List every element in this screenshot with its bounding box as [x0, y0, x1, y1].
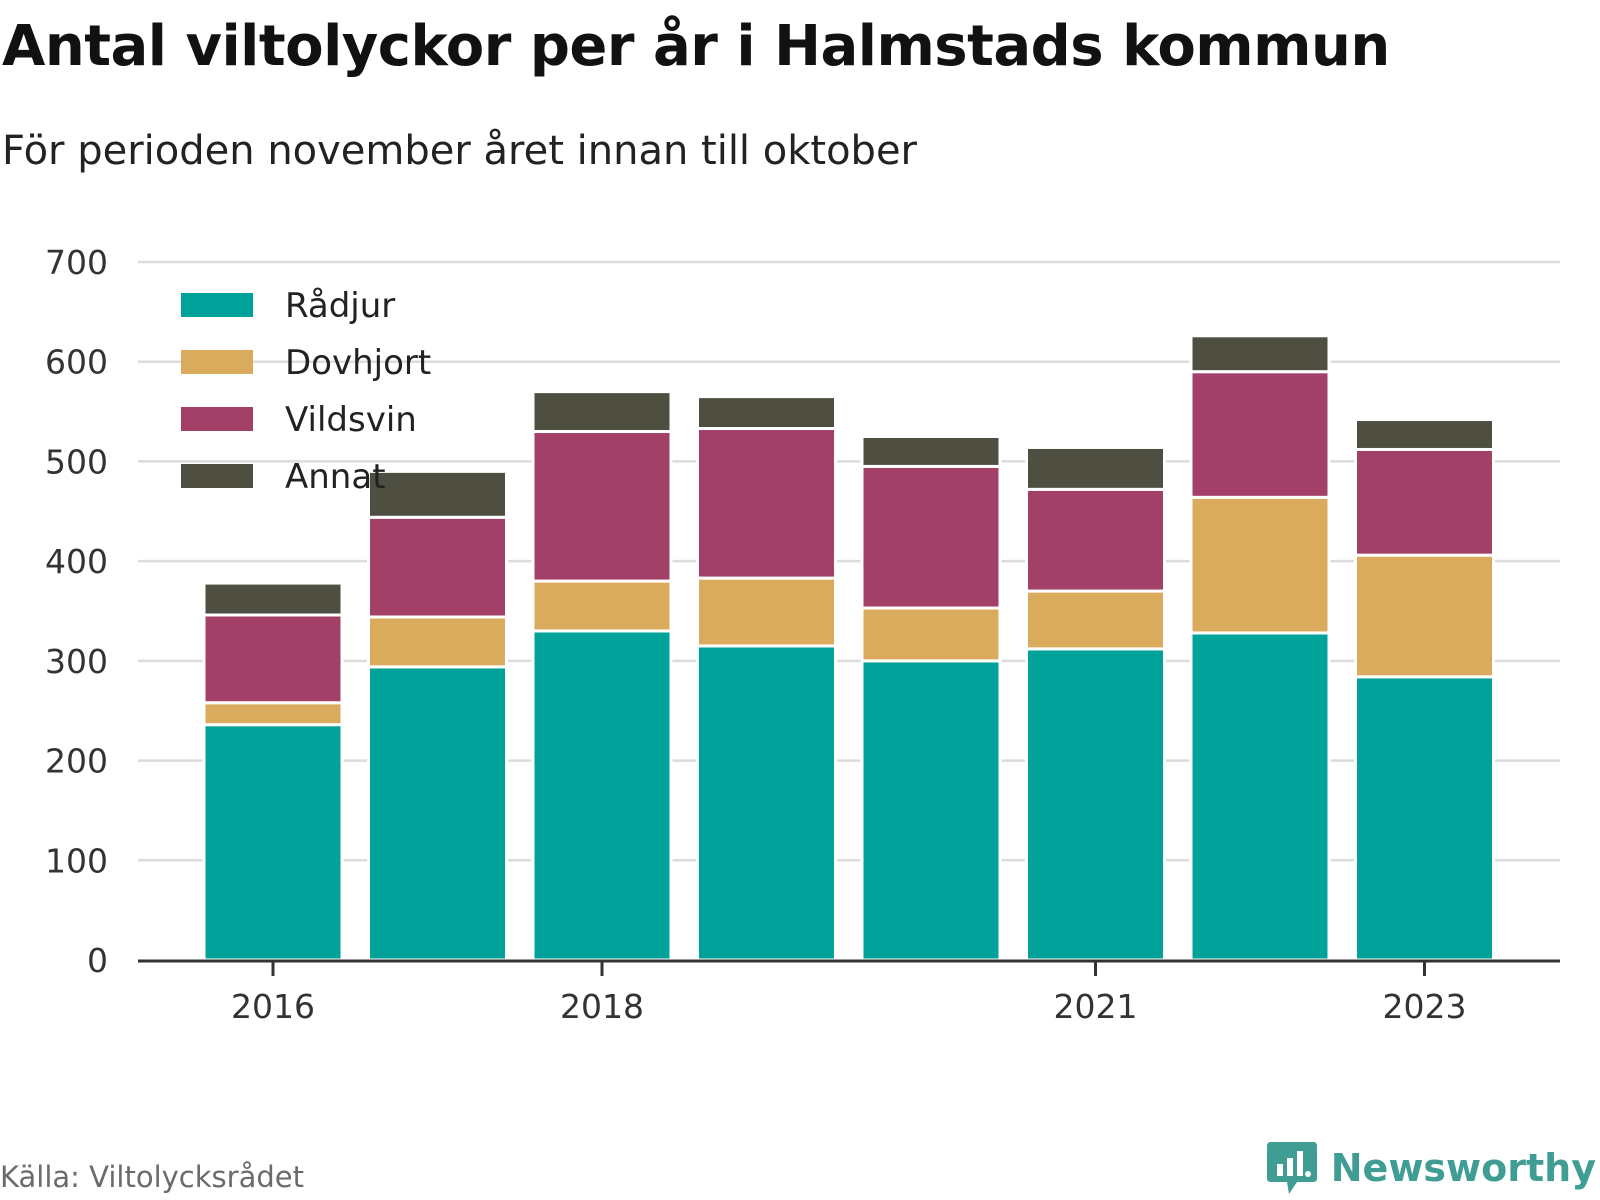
legend-swatch [181, 407, 253, 431]
bar-segment [1354, 553, 1495, 679]
y-tick-label: 0 [87, 941, 108, 980]
bar-segment [696, 427, 837, 580]
x-tick-label: 2023 [1383, 987, 1467, 1026]
legend-label: Annat [285, 457, 386, 497]
bar-segment [860, 464, 1002, 610]
bar-segment [1025, 589, 1166, 651]
y-tick-label: 100 [45, 841, 108, 880]
bar-segment [1354, 447, 1495, 557]
bar-segment [1025, 487, 1166, 593]
x-tick-label: 2016 [231, 987, 315, 1026]
stacked-bar-chart: 0 100 200 300 400 500 600 700 2016 2018 2021 2023 Rå… [45, 243, 1560, 1026]
brand-name: Newsworthy [1330, 1146, 1596, 1190]
bar-segment [860, 435, 1002, 468]
bar-segment [367, 515, 508, 619]
bar-segment [531, 390, 673, 434]
bar-segment [531, 430, 673, 583]
bar-segment [202, 723, 344, 962]
bar-segment [531, 579, 673, 633]
x-tick-label: 2018 [560, 987, 644, 1026]
legend-label: Rådjur [285, 286, 395, 326]
bar-segment [367, 665, 508, 962]
legend-label: Dovhjort [285, 343, 431, 383]
legend-swatch [181, 350, 253, 374]
bar-segment [696, 395, 837, 431]
bar-segment [860, 659, 1002, 962]
bar-segment [1189, 631, 1331, 962]
bar-segment [1189, 334, 1331, 374]
legend-label: Vildsvin [285, 400, 417, 440]
x-tick-label: 2021 [1054, 987, 1138, 1026]
chart-title: Antal viltolyckor per år i Halmstads kom… [2, 14, 1390, 79]
bar-segment [367, 615, 508, 669]
bar-segment [1025, 445, 1166, 491]
bar-segment [202, 701, 344, 727]
bar-segment [202, 613, 344, 705]
y-tick-label: 500 [45, 442, 108, 481]
y-tick-label: 400 [45, 542, 108, 581]
bar-segment [860, 606, 1002, 663]
y-tick-label: 700 [45, 243, 108, 282]
bar-segment [1189, 370, 1331, 499]
legend-swatch [181, 464, 253, 488]
bar-segment [202, 581, 344, 617]
source-note: Källa: Viltolycksrådet [0, 1160, 304, 1194]
bar-segment [367, 469, 508, 519]
newsworthy-logo-icon [1266, 1142, 1317, 1194]
chart-subtitle: För perioden november året innan till ok… [2, 128, 917, 174]
bar-segment [1354, 418, 1495, 451]
bar-segment [696, 644, 837, 962]
bar-segment [1354, 675, 1495, 962]
bar-segment [1025, 647, 1166, 962]
bar-segment [696, 576, 837, 648]
bar-segment [1189, 495, 1331, 635]
y-tick-label: 300 [45, 642, 108, 681]
bar-segment [531, 629, 673, 962]
legend-swatch [181, 293, 253, 317]
y-tick-label: 200 [45, 742, 108, 781]
brand-logo: Newsworthy [1265, 1138, 1596, 1198]
y-tick-label: 600 [45, 343, 108, 382]
